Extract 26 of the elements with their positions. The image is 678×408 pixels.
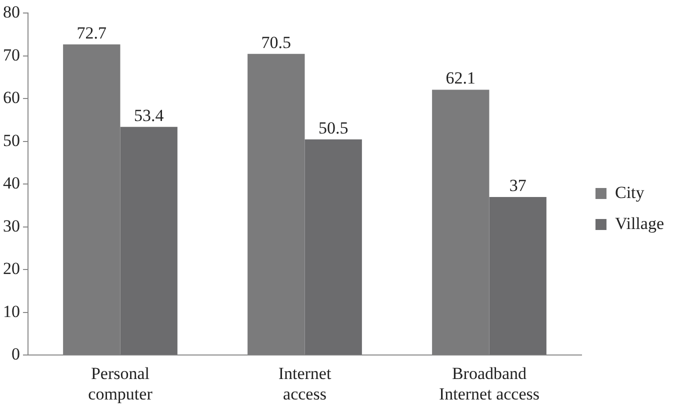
bar [304, 139, 362, 355]
data-label: 72.7 [76, 23, 108, 42]
y-tick-label: 40 [3, 174, 20, 193]
x-tick-label: Personal computer [88, 364, 153, 404]
data-label: 50.5 [318, 118, 348, 138]
data-label: 37 [509, 176, 527, 195]
legend-label: City [614, 182, 645, 202]
y-tick-label: 70 [3, 45, 20, 64]
y-tick-label: 10 [3, 302, 20, 321]
bar [248, 54, 305, 355]
data-label: 70.5 [261, 32, 292, 52]
y-tick-label: 50 [3, 130, 20, 150]
bar [489, 197, 546, 355]
y-tick-label: 20 [3, 259, 20, 278]
x-tick-label: Internet access [278, 364, 332, 404]
y-tick-label: 0 [12, 344, 20, 364]
y-tick-label: 30 [3, 216, 20, 236]
bar [63, 44, 120, 355]
data-label: 53.4 [134, 106, 164, 125]
y-tick-label: 60 [3, 88, 20, 108]
data-label: 62.1 [446, 68, 476, 88]
legend-label: Village [614, 214, 664, 233]
y-tick-label: 80 [3, 2, 20, 22]
bar [432, 90, 490, 355]
x-tick-label: Broadband Internet access [438, 364, 540, 404]
bar [120, 126, 178, 355]
